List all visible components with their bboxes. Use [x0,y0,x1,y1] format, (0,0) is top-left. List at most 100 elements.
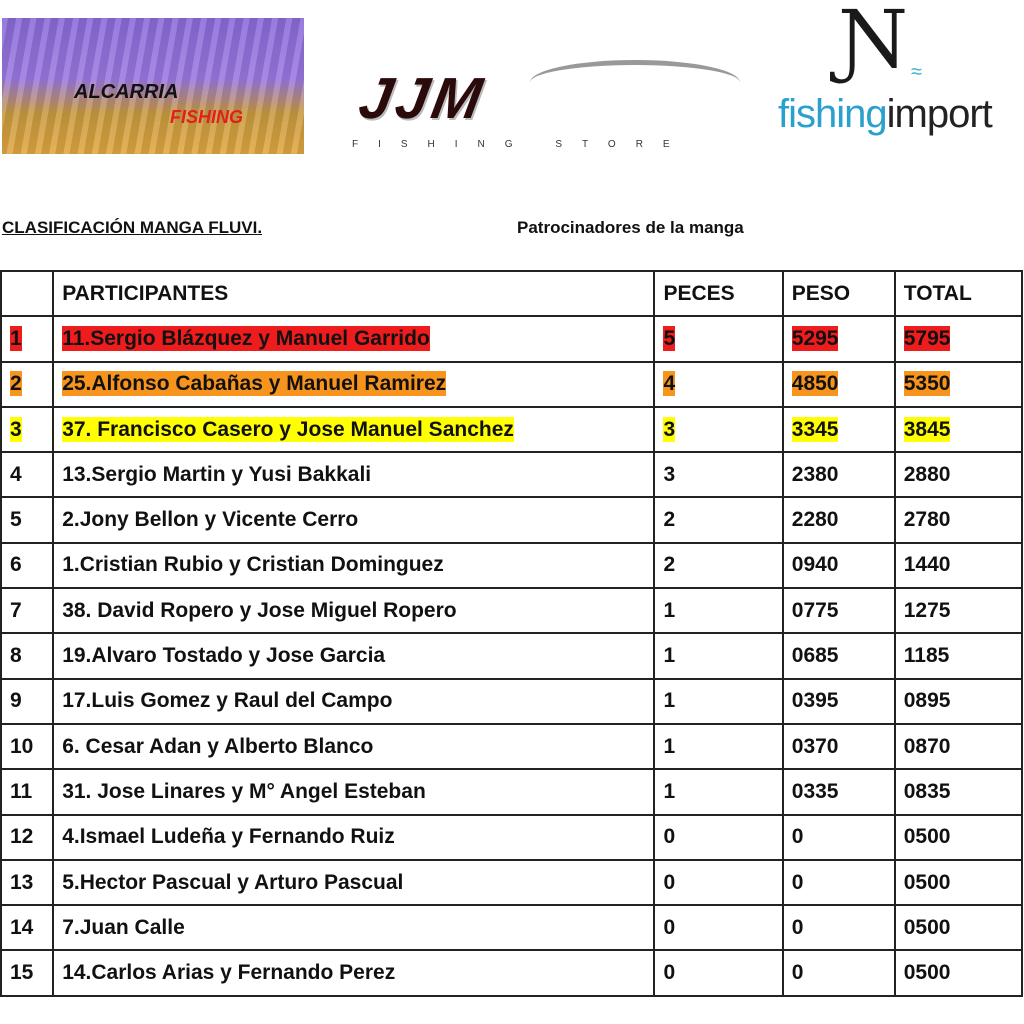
participants-cell: 31. Jose Linares y M° Angel Esteban [52,768,656,816]
fish-cell: 0 [653,949,784,997]
participants-cell-text: 13.Sergio Martin y Yusi Bakkali [62,462,372,486]
total-cell-text: 0835 [903,779,951,803]
position-cell-text: 3 [10,416,22,442]
total-cell: 2880 [893,451,1024,499]
fish-cell-text: 5 [663,325,676,351]
total-cell-text: 5350 [903,371,951,397]
fish-cell-text: 3 [663,416,676,442]
total-cell: 0500 [893,858,1024,907]
position-cell: 3 [0,405,55,454]
weight-cell-text: 0370 [791,734,839,758]
participants-cell: 14.Carlos Arias y Fernando Perez [52,949,656,997]
position-cell-text: 11 [10,779,33,803]
total-cell: 2780 [893,496,1024,544]
logo-background [2,18,304,154]
fish-cell: 0 [653,813,784,861]
total-cell: 0895 [893,677,1024,725]
fishingimport-logo: Ɲ ≈ fishingimport [776,0,1024,145]
fish-cell: 2 [653,541,784,590]
fish-cell: 0 [653,858,784,907]
position-cell-text: 6 [10,553,22,577]
position-cell: 9 [0,677,55,725]
participants-cell: 13.Sergio Martin y Yusi Bakkali [52,451,656,499]
table-header-row: PARTICIPANTES PECES PESO TOTAL [0,269,1024,318]
total-cell-text: 0500 [903,825,951,849]
weight-cell-text: 4850 [791,371,839,397]
logo-text: ALCARRIA [74,81,179,103]
weight-cell-text: 0 [791,961,804,985]
total-cell-text: 1185 [903,644,950,668]
header-fish: PECES [653,269,784,318]
participants-cell-text: 11.Sergio Blázquez y Manuel Garrido [62,325,430,351]
position-cell: 7 [0,587,55,635]
position-cell-text: 9 [10,689,22,713]
participants-cell: 2.Jony Bellon y Vicente Cerro [52,496,656,544]
participants-cell: 5.Hector Pascual y Arturo Pascual [52,858,656,907]
fish-cell-text: 1 [663,689,676,713]
position-cell-text: 5 [10,508,22,532]
participants-cell-text: 7.Juan Calle [62,915,185,939]
fish-cell: 4 [653,360,784,408]
total-cell-text: 1275 [903,598,951,622]
total-cell-text: 0895 [903,689,951,713]
table-row: 1 11.Sergio Blázquez y Manuel Garrido 5 529… [0,315,1024,363]
position-cell: 13 [0,858,55,907]
position-cell-text: 15 [10,961,34,985]
weight-cell: 5295 [781,315,896,363]
weight-cell: 0685 [781,632,896,680]
fish-cell-text: 1 [663,779,676,803]
total-cell: 0835 [893,768,1024,816]
header-total: TOTAL [893,269,1024,318]
position-cell-text: 8 [10,644,22,668]
table-row: 3 37. Francisco Casero y Jose Manuel Sanc… [0,405,1024,454]
weight-cell: 0775 [781,587,896,635]
classification-table: PARTICIPANTES PECES PESO TOTAL 1 11.Sergi… [0,269,1024,997]
table-row: 9 17.Luis Gomez y Raul del Campo 1 0395 0895 [0,677,1024,725]
position-cell: 14 [0,904,55,952]
fish-cell-text: 1 [663,598,676,622]
sponsors-label: Patrocinadores de la manga [517,218,744,237]
position-cell-text: 10 [10,734,34,758]
logo-text: FISHING [170,107,244,127]
fish-cell-text: 0 [663,825,676,849]
weight-cell: 2380 [781,451,896,499]
weight-cell: 0 [781,949,896,997]
weight-cell-text: 0775 [791,598,839,622]
total-cell: 1185 [893,632,1024,680]
fish-cell-text: 1 [663,734,676,758]
total-cell-text: 5795 [903,325,951,351]
participants-cell-text: 2.Jony Bellon y Vicente Cerro [62,508,359,532]
participants-cell-text: 4.Ismael Ludeña y Fernando Ruiz [62,825,395,849]
position-cell: 10 [0,722,55,771]
fish-cell: 1 [653,632,784,680]
participants-cell: 6. Cesar Adan y Alberto Blanco [52,722,656,771]
header-position [0,269,55,318]
table-row: 7 38. David Ropero y Jose Miguel Ropero 1 0… [0,587,1024,635]
table-row: 6 1.Cristian Rubio y Cristian Dominguez 2 0… [0,541,1024,590]
fish-cell: 1 [653,677,784,725]
table-row: 15 14.Carlos Arias y Fernando Perez 0 0 0500 [0,949,1024,997]
position-cell-text: 1 [10,325,22,351]
total-cell: 1275 [893,587,1024,635]
participants-cell-text: 14.Carlos Arias y Fernando Perez [62,961,396,985]
participants-cell-text: 5.Hector Pascual y Arturo Pascual [62,870,404,894]
fish-cell-text: 0 [663,961,676,985]
participants-cell-text: 17.Luis Gomez y Raul del Campo [62,689,393,713]
total-cell-text: 2880 [903,462,951,486]
page-title: CLASIFICACIÓN MANGA FLUVI. [2,218,263,237]
fish-cell-text: 2 [663,553,676,577]
table-row: 5 2.Jony Bellon y Vicente Cerro 2 2280 2780 [0,496,1024,544]
fish-cell-text: 3 [663,462,676,486]
participants-cell: 11.Sergio Blázquez y Manuel Garrido [52,315,656,363]
participants-cell: 38. David Ropero y Jose Miguel Ropero [52,587,656,635]
fish-cell-text: 2 [663,508,676,532]
position-cell: 12 [0,813,55,861]
position-cell: 15 [0,949,55,997]
table-row: 13 5.Hector Pascual y Arturo Pascual 0 0 050… [0,858,1024,907]
total-cell: 0500 [893,949,1024,997]
total-cell-text: 1440 [903,553,951,577]
position-cell-text: 4 [10,462,22,486]
position-cell: 8 [0,632,55,680]
weight-cell: 0 [781,904,896,952]
total-cell-text: 0500 [903,870,951,894]
